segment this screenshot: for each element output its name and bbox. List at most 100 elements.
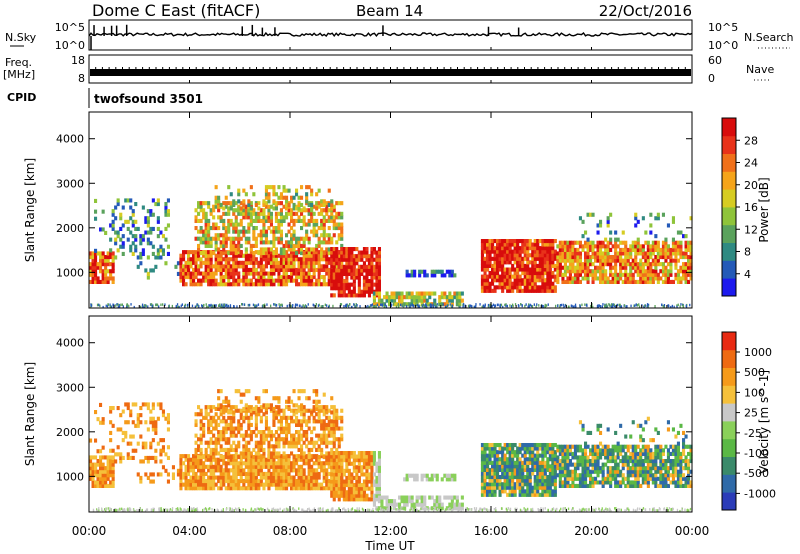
heatmap-cell <box>599 269 603 274</box>
ground-echo <box>122 305 124 308</box>
ground-echo <box>298 304 301 307</box>
heatmap-cell <box>342 483 346 488</box>
heatmap-cell <box>352 268 356 273</box>
heatmap-cell <box>194 464 198 469</box>
heatmap-cell <box>558 244 562 249</box>
ground-echo <box>579 305 581 308</box>
heatmap-cell <box>209 253 213 258</box>
heatmap-cell <box>486 253 490 258</box>
heatmap-cell <box>654 262 658 267</box>
heatmap-cell <box>531 260 535 265</box>
heatmap-cell <box>393 295 397 300</box>
heatmap-cell <box>357 479 361 484</box>
heatmap-cell <box>287 422 291 427</box>
heatmap-cell <box>573 272 577 277</box>
heatmap-cell <box>337 293 341 298</box>
heatmap-cell <box>264 419 268 424</box>
heatmap-cell <box>664 240 668 245</box>
heatmap-cell <box>548 278 552 283</box>
heatmap-cell <box>410 298 414 303</box>
heatmap-cell <box>317 447 321 452</box>
heatmap-cell <box>262 278 266 283</box>
heatmap-cell <box>262 282 266 287</box>
heatmap-cell <box>307 202 311 207</box>
heatmap-cell <box>247 211 251 216</box>
heatmap-cell <box>518 239 522 244</box>
heatmap-cell <box>596 255 600 260</box>
ground-echo <box>482 304 485 307</box>
heatmap-cell <box>199 236 203 241</box>
heatmap-cell <box>96 459 100 464</box>
heatmap-cell <box>219 253 223 258</box>
heatmap-cell <box>212 468 216 473</box>
heatmap-cell <box>330 458 334 463</box>
heatmap-cell <box>99 480 103 485</box>
heatmap-cell <box>365 257 369 262</box>
heatmap-cell <box>340 408 344 413</box>
ground-echo <box>375 304 377 307</box>
heatmap-cell <box>551 263 555 268</box>
heatmap-cell <box>596 251 600 256</box>
heatmap-cell <box>347 475 351 480</box>
heatmap-cell <box>551 274 555 279</box>
heatmap-cell <box>267 192 271 197</box>
heatmap-cell <box>292 229 296 234</box>
heatmap-cell <box>285 399 289 404</box>
ground-echo <box>504 303 506 307</box>
heatmap-cell <box>259 437 263 442</box>
heatmap-cell <box>340 483 344 488</box>
heatmap-cell <box>192 282 196 287</box>
heatmap-cell <box>197 229 201 234</box>
heatmap-cell <box>297 475 301 480</box>
heatmap-cell <box>259 257 263 262</box>
heatmap-cell <box>325 201 329 206</box>
heatmap-cell <box>551 281 555 286</box>
heatmap-cell <box>111 209 115 214</box>
heatmap-cell <box>202 240 206 245</box>
heatmap-cell <box>279 415 283 420</box>
heatmap-cell <box>352 247 356 252</box>
heatmap-cell <box>415 295 419 300</box>
heatmap-cell <box>315 233 319 238</box>
heatmap-cell <box>300 475 304 480</box>
heatmap-cell <box>531 246 535 251</box>
heatmap-cell <box>287 468 291 473</box>
heatmap-cell <box>327 278 331 283</box>
heatmap-cell <box>395 302 399 307</box>
ground-echo <box>141 303 144 307</box>
ground-echo <box>140 305 142 309</box>
heatmap-cell <box>249 430 253 435</box>
heatmap-cell <box>257 260 261 265</box>
heatmap-cell <box>508 285 512 290</box>
heatmap-cell <box>224 437 228 442</box>
heatmap-cell <box>264 410 268 415</box>
heatmap-cell <box>262 275 266 280</box>
heatmap-cell <box>320 454 324 459</box>
heatmap-cell <box>491 249 495 254</box>
heatmap-cell <box>277 444 281 449</box>
ground-echo <box>685 304 687 308</box>
heatmap-cell <box>277 475 281 480</box>
heatmap-cell <box>433 273 437 278</box>
heatmap-cell <box>352 282 356 287</box>
ground-echo <box>218 304 220 307</box>
heatmap-cell <box>350 250 354 255</box>
heatmap-cell <box>219 482 223 487</box>
heatmap-cell <box>99 469 103 474</box>
heatmap-cell <box>109 248 113 253</box>
heatmap-cell <box>521 260 525 265</box>
heatmap-cell <box>116 406 120 411</box>
ground-echo <box>502 305 504 309</box>
heatmap-cell <box>161 409 165 414</box>
heatmap-cell <box>372 458 376 463</box>
heatmap-cell <box>164 416 168 421</box>
heatmap-cell <box>262 229 266 234</box>
heatmap-cell <box>214 233 218 238</box>
heatmap-cell <box>234 457 238 462</box>
heatmap-cell <box>129 441 133 446</box>
heatmap-cell <box>372 472 376 477</box>
heatmap-cell <box>679 269 683 274</box>
heatmap-cell <box>365 247 369 252</box>
heatmap-cell <box>290 475 294 480</box>
heatmap-cell <box>279 278 283 283</box>
